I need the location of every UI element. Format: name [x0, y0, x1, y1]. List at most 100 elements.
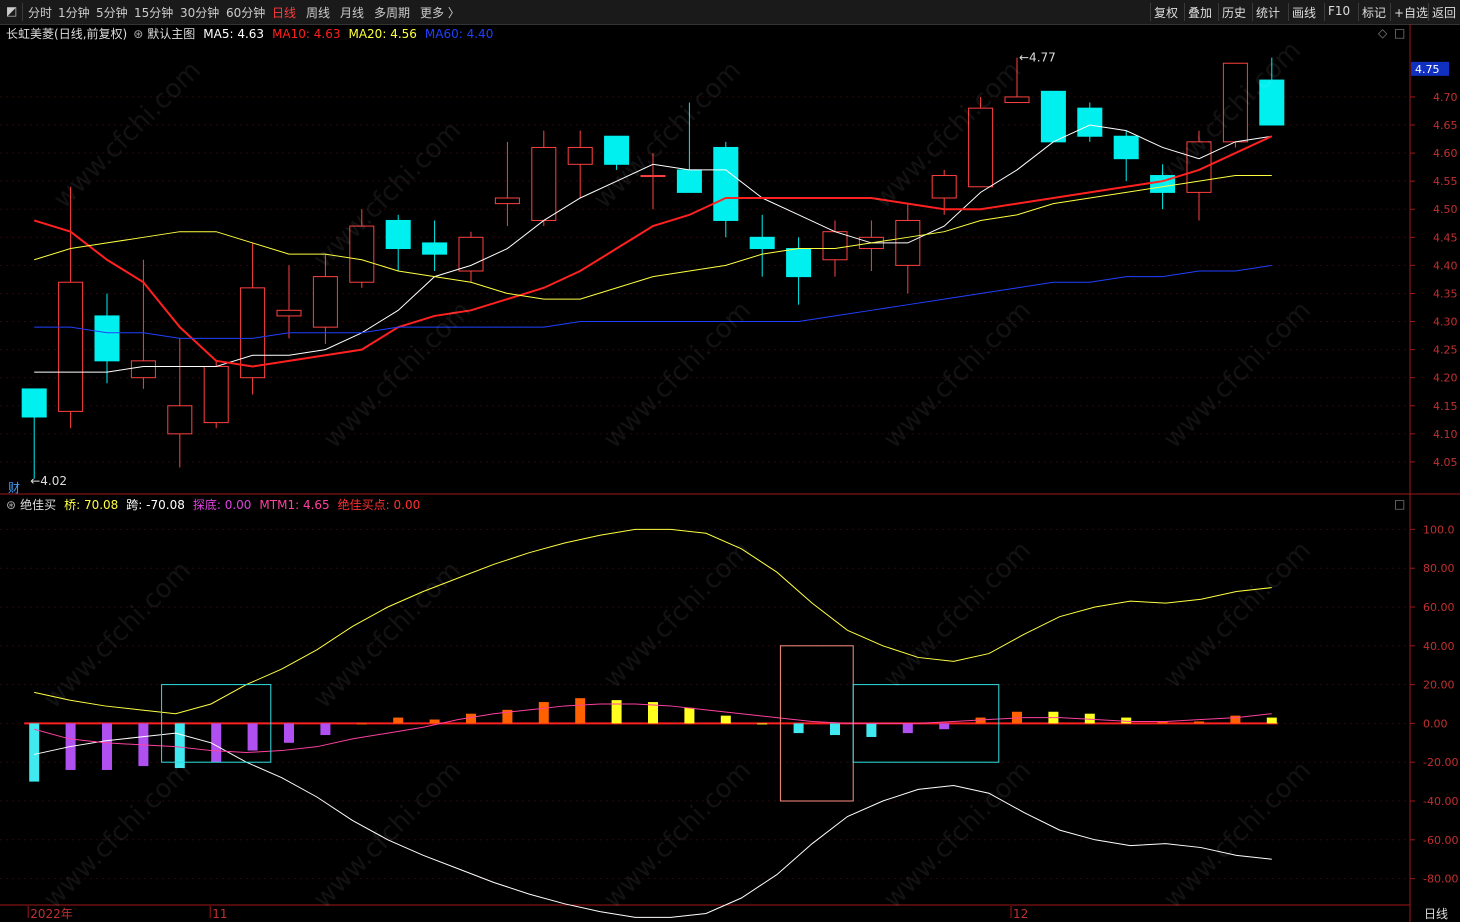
- candle-body: [750, 237, 774, 248]
- stock-name: 长虹美菱: [6, 27, 54, 41]
- toolbar-button-6[interactable]: 标记: [1362, 4, 1386, 21]
- sub-bar: [612, 700, 622, 723]
- period-tab-8[interactable]: 月线: [340, 4, 364, 21]
- sub-bar: [939, 723, 949, 729]
- candle-body: [605, 136, 629, 164]
- watermark: www.cfchi.com: [598, 295, 757, 454]
- price-tick-label: 4.25: [1433, 344, 1458, 357]
- period-tab-10[interactable]: 更多 〉: [420, 4, 460, 21]
- toolbar-button-8[interactable]: 返回: [1432, 4, 1456, 21]
- sub-value-3: 4.65: [303, 498, 330, 512]
- price-tick-label: 4.60: [1433, 147, 1458, 160]
- ma-line-ma5: [34, 125, 1272, 372]
- period-tab-9[interactable]: 多周期: [374, 4, 410, 21]
- period-toolbar: ◩ 分时 1分钟 5分钟 15分钟 30分钟 60分钟 日线 周线 月线 多周期 更多 〉 复权 叠加 历史…: [0, 0, 1460, 25]
- watermark: www.cfchi.com: [868, 55, 1027, 214]
- toolbar-button-5[interactable]: F10: [1328, 4, 1350, 18]
- mtm-line: [34, 704, 1272, 753]
- toolbar-button-0[interactable]: 复权: [1154, 4, 1178, 21]
- toolbar-button-2[interactable]: 历史: [1222, 4, 1246, 21]
- candle-body: [896, 220, 920, 265]
- toolbar-button-4[interactable]: 画线: [1292, 4, 1316, 21]
- sub-tick-label: 40.00: [1423, 640, 1455, 653]
- period-tab-4[interactable]: 30分钟: [180, 4, 219, 21]
- watermark: www.cfchi.com: [1158, 535, 1317, 694]
- sub-bar: [684, 708, 694, 724]
- candle-body: [1151, 176, 1175, 193]
- sub-bar: [1121, 718, 1131, 724]
- time-axis-label: 11: [212, 907, 227, 921]
- period-tab-7[interactable]: 周线: [306, 4, 330, 21]
- sub-bar: [1267, 718, 1277, 724]
- sub-gear-icon: ⊛: [6, 498, 16, 512]
- period-indicator-label: 日线: [1424, 907, 1448, 921]
- watermark: www.cfchi.com: [308, 555, 467, 714]
- main-indicator-header: 长虹美菱(日线,前复权) ⊛ 默认主图 MA5: 4.63 MA10: 4.63 MA20…: [6, 25, 501, 42]
- template-name: 默认主图: [147, 27, 195, 41]
- low-price-label: ←4.02: [30, 474, 67, 488]
- back-panel-icon[interactable]: ◩: [6, 4, 17, 18]
- sub-bar: [1194, 721, 1204, 723]
- period-tab-0[interactable]: 分时: [28, 4, 52, 21]
- candle-body: [1078, 108, 1102, 136]
- price-tick-label: 4.50: [1433, 203, 1458, 216]
- sub-bar: [248, 723, 258, 750]
- sub-bar: [430, 720, 440, 724]
- price-tick-label: 4.55: [1433, 175, 1458, 188]
- watermark: www.cfchi.com: [598, 535, 757, 694]
- sub-bar: [66, 723, 76, 770]
- sub-bar: [794, 723, 804, 733]
- sub-bar: [357, 723, 367, 724]
- period-tab-1[interactable]: 1分钟: [58, 4, 90, 21]
- candle-body: [859, 237, 883, 248]
- sub-bar: [1230, 716, 1240, 724]
- ma-label-1: MA10:: [272, 27, 314, 41]
- time-axis-label: 2022年: [30, 907, 73, 921]
- ma-label-2: MA20:: [348, 27, 390, 41]
- sub-bar: [648, 702, 658, 723]
- candle-body: [459, 237, 483, 271]
- period-tab-6[interactable]: 日线: [272, 4, 296, 21]
- template-gear-icon: ⊛: [133, 27, 143, 41]
- current-price-box: [1411, 62, 1449, 76]
- watermark: www.cfchi.com: [878, 535, 1037, 694]
- watermark: www.cfchi.com: [308, 115, 467, 274]
- price-tick-label: 4.20: [1433, 372, 1458, 385]
- sub-value-0: 70.08: [84, 498, 118, 512]
- high-price-label: ←4.77: [1019, 51, 1056, 65]
- ma-value-3: 4.40: [467, 27, 494, 41]
- toolbar-button-1[interactable]: 叠加: [1188, 4, 1212, 21]
- sub-bar: [284, 723, 294, 742]
- watermark: www.cfchi.com: [1148, 35, 1307, 194]
- ma-label-0: MA5:: [203, 27, 237, 41]
- candle-body: [95, 316, 119, 361]
- sub-tick-label: 60.00: [1423, 601, 1455, 614]
- period-tab-2[interactable]: 5分钟: [96, 4, 128, 21]
- sub-label-3: MTM1:: [259, 498, 303, 512]
- candle-body: [495, 198, 519, 204]
- price-tick-label: 4.70: [1433, 91, 1458, 104]
- candle-body: [241, 288, 265, 378]
- watermark: www.cfchi.com: [1158, 755, 1317, 914]
- watermark: www.cfchi.com: [598, 755, 757, 914]
- watermark: www.cfchi.com: [38, 755, 197, 914]
- candle-body: [641, 176, 665, 177]
- qiao-line: [34, 529, 1272, 713]
- signal-box-salmon: [780, 646, 853, 801]
- candle-body: [22, 389, 46, 417]
- period-tab-5[interactable]: 60分钟: [226, 4, 265, 21]
- toolbar-button-7[interactable]: +自选: [1394, 4, 1428, 21]
- sub-square-icon: □: [1394, 497, 1405, 511]
- watermark: www.cfchi.com: [48, 55, 207, 214]
- ma-value-1: 4.63: [314, 27, 341, 41]
- candle-body: [423, 243, 447, 254]
- price-tick-label: 4.45: [1433, 231, 1458, 244]
- diamond-icon: ◇: [1378, 26, 1388, 40]
- price-tick-label: 4.10: [1433, 428, 1458, 441]
- toolbar-button-3[interactable]: 统计: [1256, 4, 1280, 21]
- candle-body: [277, 310, 301, 316]
- period-tab-3[interactable]: 15分钟: [134, 4, 173, 21]
- sub-bar: [866, 723, 876, 737]
- candle-body: [677, 170, 701, 192]
